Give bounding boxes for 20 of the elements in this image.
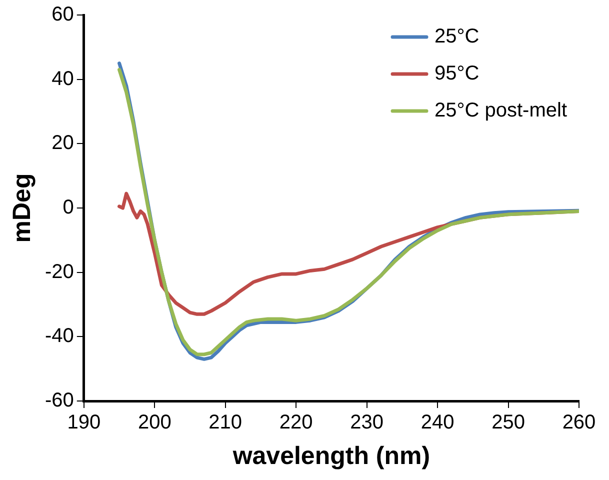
y-tick-label: 60: [52, 4, 74, 26]
y-tick-label: -20: [45, 260, 74, 283]
x-tick-label: 200: [138, 412, 172, 434]
x-axis-title: wavelength (nm): [232, 442, 430, 470]
y-axis-title: mDeg: [8, 173, 36, 243]
y-tick-label: -40: [45, 325, 74, 348]
x-tick-label: 190: [67, 412, 101, 434]
legend-label: 25°C post-melt: [434, 100, 568, 122]
legend-label: 25°C: [434, 26, 480, 48]
x-tick-label: 250: [492, 412, 525, 434]
x-tick-label: 230: [350, 412, 384, 434]
x-tick-label: 210: [208, 412, 242, 434]
y-tick-label: 0: [62, 196, 74, 219]
y-tick-label: 20: [52, 132, 74, 154]
legend-label: 95°C: [434, 62, 480, 85]
y-tick-label: -60: [45, 390, 74, 412]
x-tick-label: 240: [420, 412, 454, 434]
y-tick-label: 40: [52, 68, 74, 90]
x-tick-label: 260: [562, 412, 596, 434]
x-tick-label: 220: [279, 412, 313, 434]
